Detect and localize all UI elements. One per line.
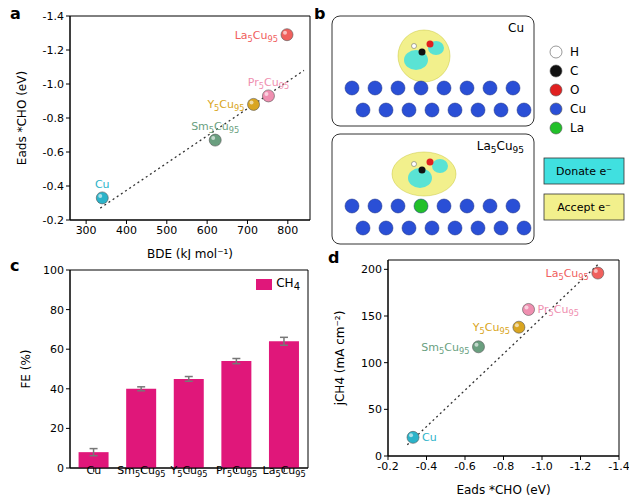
svg-text:Cu: Cu xyxy=(86,464,101,477)
svg-text:600: 600 xyxy=(197,224,218,237)
svg-text:Y5Cu95: Y5Cu95 xyxy=(206,98,244,113)
svg-text:-0.4: -0.4 xyxy=(416,460,437,473)
svg-text:-0.4: -0.4 xyxy=(43,180,64,193)
svg-text:Sm5Cu95: Sm5Cu95 xyxy=(421,341,469,356)
svg-text:-1.4: -1.4 xyxy=(608,460,629,473)
svg-text:Y5Cu95: Y5Cu95 xyxy=(472,321,510,336)
svg-text:Sm5Cu95: Sm5Cu95 xyxy=(117,464,165,479)
svg-text:La5Cu95: La5Cu95 xyxy=(263,464,306,479)
svg-text:-1.0: -1.0 xyxy=(43,78,64,91)
svg-text:Sm5Cu95: Sm5Cu95 xyxy=(191,120,239,135)
svg-text:-0.8: -0.8 xyxy=(43,112,64,125)
svg-text:500: 500 xyxy=(156,224,177,237)
svg-text:60: 60 xyxy=(50,343,64,356)
svg-text:La5Cu95: La5Cu95 xyxy=(235,29,278,44)
svg-text:Eads *CHO (eV): Eads *CHO (eV) xyxy=(15,71,29,165)
svg-text:Cu: Cu xyxy=(570,102,586,116)
svg-text:Cu: Cu xyxy=(95,178,110,191)
svg-text:O: O xyxy=(570,83,579,97)
svg-text:-0.2: -0.2 xyxy=(43,214,64,227)
svg-text:200: 200 xyxy=(361,263,382,276)
svg-text:Pr5Cu95: Pr5Cu95 xyxy=(248,76,289,91)
html-text:d: d xyxy=(328,248,340,267)
svg-text:150: 150 xyxy=(361,310,382,323)
html-text:c: c xyxy=(10,256,20,275)
html-text:a: a xyxy=(10,4,21,23)
svg-text:La: La xyxy=(570,121,584,135)
svg-text:FE (%): FE (%) xyxy=(19,349,33,388)
svg-text:La5Cu95: La5Cu95 xyxy=(546,267,589,282)
svg-text:300: 300 xyxy=(76,224,97,237)
svg-text:700: 700 xyxy=(237,224,258,237)
svg-text:Cu: Cu xyxy=(422,431,437,444)
svg-text:-0.2: -0.2 xyxy=(377,459,399,473)
svg-text:400: 400 xyxy=(116,224,137,237)
svg-text:-1.0: -1.0 xyxy=(531,460,552,473)
svg-text:-0.6: -0.6 xyxy=(454,460,475,473)
svg-text:La5Cu95: La5Cu95 xyxy=(477,139,524,155)
svg-text:-0.6: -0.6 xyxy=(43,146,64,159)
svg-text:100: 100 xyxy=(361,357,382,370)
html-text:b: b xyxy=(314,4,326,23)
svg-text:Donate e⁻: Donate e⁻ xyxy=(556,165,612,178)
svg-text:-1.4: -1.4 xyxy=(43,10,64,23)
svg-text:100: 100 xyxy=(43,264,64,277)
svg-text:C: C xyxy=(570,64,578,78)
svg-text:0: 0 xyxy=(375,450,382,463)
svg-text:0: 0 xyxy=(57,462,64,475)
svg-text:-0.8: -0.8 xyxy=(493,460,514,473)
svg-text:Accept e⁻: Accept e⁻ xyxy=(557,201,611,214)
svg-text:Y5Cu95: Y5Cu95 xyxy=(169,464,207,479)
svg-text:50: 50 xyxy=(368,403,382,416)
svg-text:-1.2: -1.2 xyxy=(43,44,64,57)
svg-text:Pr5Cu95: Pr5Cu95 xyxy=(538,303,579,318)
svg-text:800: 800 xyxy=(277,224,298,237)
svg-text:80: 80 xyxy=(50,304,64,317)
svg-text:jCH4 (mA cm⁻²): jCH4 (mA cm⁻²) xyxy=(333,311,347,407)
svg-text:Pr5Cu95: Pr5Cu95 xyxy=(216,464,257,479)
svg-text:-1.2: -1.2 xyxy=(570,460,591,473)
html-text:CH4: CH4 xyxy=(276,276,300,293)
svg-text:20: 20 xyxy=(50,422,64,435)
svg-text:H: H xyxy=(570,45,579,59)
svg-text:40: 40 xyxy=(50,383,64,396)
svg-text:BDE (kJ mol⁻¹): BDE (kJ mol⁻¹) xyxy=(147,247,233,260)
svg-text:Cu: Cu xyxy=(508,21,524,35)
svg-text:Eads *CHO (eV): Eads *CHO (eV) xyxy=(456,483,550,496)
